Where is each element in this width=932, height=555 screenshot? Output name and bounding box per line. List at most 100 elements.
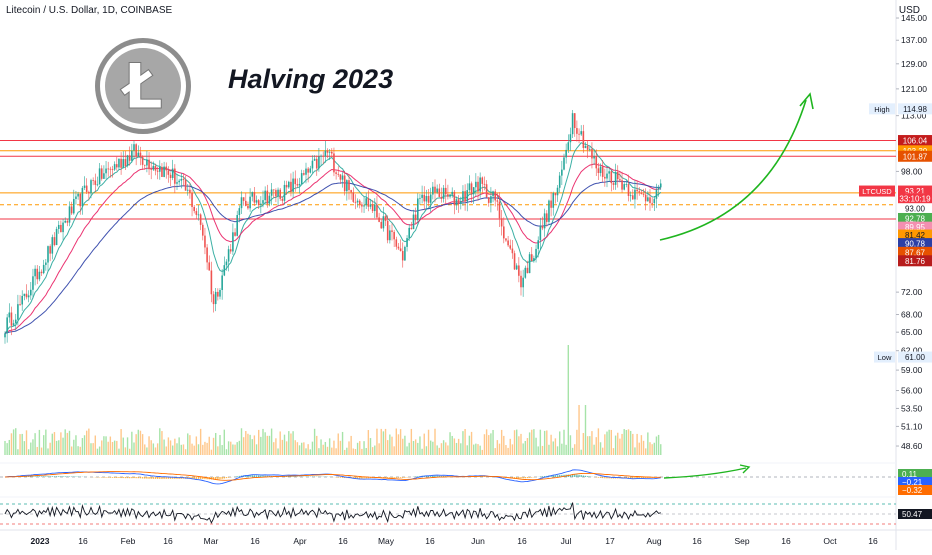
volume-bar: [406, 446, 407, 455]
candle-body: [88, 192, 90, 194]
candle-body: [419, 198, 421, 199]
volume-bar: [346, 448, 347, 455]
candle-body: [228, 249, 230, 261]
volume-bar: [174, 439, 175, 455]
candle-body: [370, 204, 372, 206]
candle-body: [348, 180, 350, 190]
candle-body: [604, 177, 606, 179]
candle-body: [516, 265, 518, 269]
volume-bar: [563, 430, 564, 455]
volume-bar: [80, 447, 81, 455]
candle-body: [636, 190, 638, 192]
macd-histogram-bar: [34, 476, 35, 477]
candle-body: [466, 190, 468, 201]
volume-bar: [656, 436, 657, 455]
price-label-tag: Low: [878, 353, 892, 362]
volume-bar: [166, 446, 167, 455]
macd-histogram-bar: [542, 476, 543, 477]
volume-bar: [400, 429, 401, 455]
time-tick-label: May: [378, 536, 395, 546]
volume-bar: [206, 443, 207, 455]
candle-body: [269, 196, 271, 204]
candle-body: [310, 168, 312, 172]
price-tick-label: 48.60: [901, 441, 923, 451]
macd-histogram-bar: [292, 476, 293, 477]
volume-bar: [587, 436, 588, 455]
candle-body: [135, 144, 137, 156]
candle-body: [363, 205, 365, 206]
volume-bar: [310, 449, 311, 455]
volume-bar: [97, 449, 98, 455]
candle-body: [458, 199, 460, 204]
volume-bar: [615, 436, 616, 455]
volume-bar: [338, 433, 339, 455]
candle-body: [436, 189, 438, 193]
candle-body: [494, 191, 496, 200]
candle-body: [215, 292, 217, 304]
volume-bar: [598, 428, 599, 455]
candle-body: [127, 155, 129, 166]
volume-bar: [292, 431, 293, 455]
candle-body: [279, 190, 281, 199]
volume-bar: [95, 435, 96, 455]
volume-bar: [237, 442, 238, 455]
candle-body: [224, 265, 226, 275]
candle-body: [475, 182, 477, 187]
candle-body: [15, 320, 17, 324]
volume-bar: [176, 443, 177, 455]
candle-body: [505, 238, 507, 240]
volume-bar: [333, 441, 334, 455]
macd-histogram-bar: [103, 477, 104, 478]
volume-bar: [224, 430, 225, 455]
volume-bar: [441, 443, 442, 455]
volume-bar: [239, 441, 240, 455]
volume-bar: [26, 430, 27, 455]
candle-body: [206, 247, 208, 262]
candle-body: [60, 225, 62, 232]
candle-body: [286, 185, 288, 187]
volume-bar: [170, 440, 171, 455]
candle-body: [557, 188, 559, 195]
macd-histogram-bar: [228, 477, 229, 478]
volume-bar: [449, 432, 450, 455]
volume-bar: [370, 438, 371, 455]
volume-bar: [37, 447, 38, 455]
volume-bar: [254, 435, 255, 455]
volume-bar: [200, 429, 201, 455]
candle-body: [75, 196, 77, 198]
macd-histogram-bar: [260, 476, 261, 477]
candle-body: [144, 165, 146, 166]
macd-histogram-bar: [529, 477, 530, 478]
candle-body: [501, 218, 503, 226]
candle-body: [488, 197, 490, 203]
candle-body: [305, 169, 307, 175]
logo-glyph: Ł: [120, 50, 163, 123]
volume-bar: [161, 431, 162, 455]
price-label-text: 106.04: [903, 137, 928, 146]
volume-bar: [415, 439, 416, 455]
volume-bar: [245, 431, 246, 455]
candle-body: [623, 184, 625, 189]
candle-body: [9, 313, 11, 318]
candle-body: [312, 161, 314, 169]
candle-body: [632, 195, 634, 199]
candle-body: [469, 183, 471, 190]
volume-bar: [522, 443, 523, 455]
candle-body: [303, 173, 305, 175]
volume-bar: [17, 449, 18, 455]
candle-body: [423, 195, 425, 202]
candle-body: [565, 150, 567, 157]
volume-bar: [69, 431, 70, 455]
candle-body: [398, 247, 400, 249]
candle-body: [4, 333, 6, 337]
volume-bar: [320, 439, 321, 455]
candle-body: [39, 272, 41, 280]
macd-histogram-bar: [52, 476, 53, 477]
volume-bar: [209, 437, 210, 455]
volume-bar: [282, 440, 283, 455]
candle-body: [540, 226, 542, 240]
candle-body: [294, 179, 296, 185]
volume-bar: [131, 432, 132, 455]
